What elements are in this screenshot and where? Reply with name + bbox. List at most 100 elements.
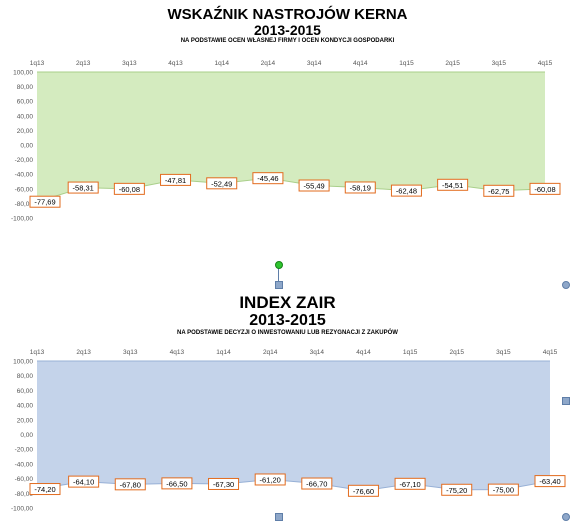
data-label: -60,08 <box>119 185 140 194</box>
data-label-box <box>390 184 422 197</box>
data-label-box <box>483 184 515 197</box>
data-label-box <box>441 483 473 496</box>
y-tick-label: -100,00 <box>11 506 33 513</box>
data-label-box <box>347 484 379 497</box>
y-tick-label: -20,00 <box>15 447 34 454</box>
resize-handle-bottom-right[interactable] <box>562 513 570 521</box>
data-label: -64,10 <box>73 478 94 487</box>
x-tick-label: 1q14 <box>216 349 231 356</box>
data-label: -55,49 <box>303 182 324 191</box>
resize-handle-top-right[interactable] <box>562 281 570 289</box>
chart-1: 100,00 80,00 60,00 40,00 20,00 0,00 -20,00 -40,… <box>11 60 561 223</box>
x-tick-label: 2q14 <box>263 349 278 356</box>
resize-handle-bottom[interactable] <box>275 513 283 521</box>
resize-handle-right[interactable] <box>562 397 570 405</box>
x-tick-label: 2q15 <box>445 60 460 67</box>
x-tick-label: 4q14 <box>356 349 371 356</box>
data-label-box <box>529 182 561 195</box>
chart1-title: WSKAŹNIK NASTROJÓW KERNA <box>167 6 408 23</box>
y-tick-label: -60,00 <box>15 476 34 483</box>
x-tick-label: 3q15 <box>496 349 511 356</box>
x-tick-label: 3q15 <box>492 60 507 67</box>
data-label: -75,20 <box>446 486 467 495</box>
x-tick-label: 4q13 <box>168 60 183 67</box>
data-label: -74,20 <box>34 485 55 494</box>
x-tick-label: 1q13 <box>30 60 45 67</box>
x-tick-label: 2q13 <box>76 60 91 67</box>
data-label-box <box>487 483 519 496</box>
x-tick-label: 2q13 <box>76 349 91 356</box>
data-label: -62,48 <box>396 187 417 196</box>
x-tick-label: 2q15 <box>449 349 464 356</box>
data-label-box <box>394 477 426 490</box>
data-label-box <box>29 195 61 208</box>
data-label-box <box>298 179 330 192</box>
rotate-handle[interactable] <box>275 261 283 269</box>
y-tick-label: -100,00 <box>11 216 33 223</box>
data-label: -47,81 <box>165 176 186 185</box>
x-tick-label: 4q15 <box>538 60 553 67</box>
x-tick-label: 2q14 <box>261 60 276 67</box>
x-tick-label: 1q14 <box>214 60 229 67</box>
data-label: -60,08 <box>534 185 555 194</box>
data-label-box <box>160 173 192 186</box>
data-label: -76,60 <box>353 487 374 496</box>
chart-2: 100,00 80,00 60,00 40,00 20,00 0,00 -20,00 -40,… <box>11 349 566 513</box>
data-label: -54,51 <box>442 181 463 190</box>
data-label: -52,49 <box>211 179 232 188</box>
data-label: -63,40 <box>539 477 560 486</box>
y-tick-label: 40,00 <box>17 113 34 120</box>
area-fill <box>37 361 550 491</box>
chart2-title: INDEX ZAIR <box>239 293 336 312</box>
resize-handle-top[interactable] <box>275 281 283 289</box>
y-tick-label: -20,00 <box>15 157 34 164</box>
data-label-box <box>208 477 240 490</box>
data-label-box <box>68 475 100 488</box>
data-label-box <box>67 181 99 194</box>
data-label: -58,31 <box>73 184 94 193</box>
y-tick-label: 0,00 <box>20 432 33 439</box>
chart2-subtitle: NA PODSTAWIE DECYZJI O INWESTOWANIU LUB … <box>177 330 398 336</box>
y-tick-label: -80,00 <box>15 201 34 208</box>
y-tick-label: -40,00 <box>15 172 34 179</box>
area-fill <box>37 72 545 202</box>
data-label-box <box>206 177 238 190</box>
data-label: -77,69 <box>34 198 55 207</box>
data-label-box <box>254 473 286 486</box>
data-label-box <box>252 172 284 185</box>
data-label-box <box>29 483 61 496</box>
y-tick-label: 100,00 <box>13 359 33 366</box>
x-tick-label: 1q13 <box>30 349 45 356</box>
x-tick-label: 3q13 <box>122 60 137 67</box>
y-tick-label: 60,00 <box>17 99 34 106</box>
y-tick-label: 40,00 <box>17 403 34 410</box>
data-label: -67,80 <box>120 480 141 489</box>
data-label: -62,75 <box>488 187 509 196</box>
data-label: -66,70 <box>306 480 327 489</box>
data-label: -66,50 <box>166 479 187 488</box>
x-tick-label: 3q13 <box>123 349 138 356</box>
y-tick-label: 80,00 <box>17 84 34 91</box>
x-tick-label: 4q15 <box>543 349 558 356</box>
y-tick-label: 20,00 <box>17 417 34 424</box>
data-label-box <box>534 475 566 488</box>
data-label: -58,19 <box>350 183 371 192</box>
y-tick-label: -60,00 <box>15 186 34 193</box>
chart2-period: 2013-2015 <box>249 312 326 329</box>
data-label: -67,10 <box>399 480 420 489</box>
y-tick-label: 60,00 <box>17 388 34 395</box>
data-label-box <box>114 478 146 491</box>
x-tick-label: 4q14 <box>353 60 368 67</box>
y-tick-label: 80,00 <box>17 373 34 380</box>
y-tick-label: -80,00 <box>15 491 34 498</box>
data-label: -67,30 <box>213 480 234 489</box>
chart1-subtitle: NA PODSTAWIE OCEN WŁASNEJ FIRMY I OCEN K… <box>180 38 395 44</box>
data-label-box <box>344 181 376 194</box>
y-tick-label: 20,00 <box>17 128 34 135</box>
rotate-handle-stem <box>278 265 279 281</box>
chart1-period: 2013-2015 <box>254 22 321 38</box>
data-label-box <box>113 182 145 195</box>
x-tick-label: 1q15 <box>399 60 414 67</box>
data-label-box <box>437 178 469 191</box>
